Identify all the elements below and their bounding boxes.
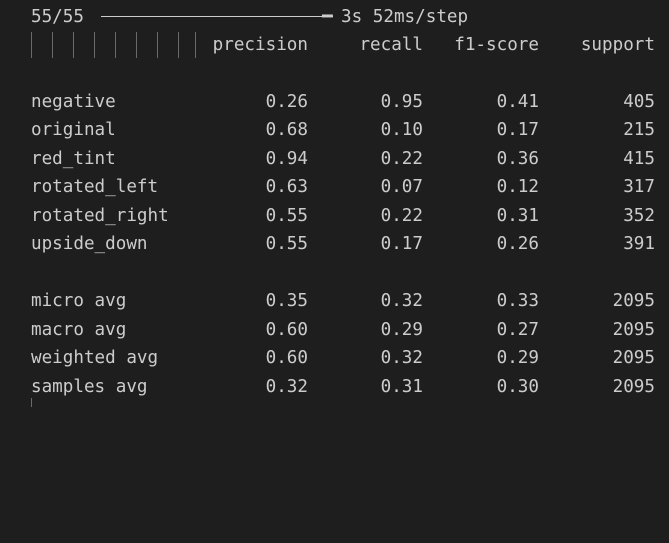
row-f1-score: 0.12 xyxy=(496,177,539,197)
row-support: 415 xyxy=(623,149,655,169)
report-row: rotated_right 0.55 0.22 0.31 352 xyxy=(0,204,669,228)
indent-guide xyxy=(195,32,196,58)
row-precision: 0.35 xyxy=(265,291,308,311)
row-support: 2095 xyxy=(612,348,655,368)
row-recall: 0.17 xyxy=(380,234,423,254)
row-support: 391 xyxy=(623,234,655,254)
report-header-row: precision recall f1-score support xyxy=(0,33,669,57)
row-precision: 0.32 xyxy=(265,377,308,397)
row-recall: 0.22 xyxy=(380,149,423,169)
row-recall: 0.22 xyxy=(380,206,423,226)
report-average-row: micro avg 0.35 0.32 0.33 2095 xyxy=(0,289,669,313)
row-label: rotated_right xyxy=(31,206,169,226)
progress-time: 3s 52ms/step xyxy=(341,7,469,27)
indent-guide xyxy=(52,32,53,58)
row-precision: 0.26 xyxy=(265,92,308,112)
report-average-row: samples avg 0.32 0.31 0.30 2095 xyxy=(0,375,669,399)
terminal-output: 55/55 ━ 3s 52ms/step precision recall f1… xyxy=(0,5,669,407)
row-recall: 0.32 xyxy=(380,291,423,311)
indent-guide xyxy=(136,32,137,58)
row-support: 2095 xyxy=(612,377,655,397)
indent-guide xyxy=(157,32,158,58)
row-support: 215 xyxy=(623,120,655,140)
report-average-row: macro avg 0.60 0.29 0.27 2095 xyxy=(0,318,669,342)
report-average-row: weighted avg 0.60 0.32 0.29 2095 xyxy=(0,346,669,370)
row-support: 2095 xyxy=(612,291,655,311)
row-f1-score: 0.27 xyxy=(496,320,539,340)
indent-guide xyxy=(31,398,32,407)
row-precision: 0.94 xyxy=(265,149,308,169)
report-row: upside_down 0.55 0.17 0.26 391 xyxy=(0,232,669,256)
row-label: upside_down xyxy=(31,234,148,254)
report-row: negative 0.26 0.95 0.41 405 xyxy=(0,90,669,114)
row-f1-score: 0.33 xyxy=(496,291,539,311)
row-recall: 0.32 xyxy=(380,348,423,368)
row-f1-score: 0.17 xyxy=(496,120,539,140)
report-row: rotated_left 0.63 0.07 0.12 317 xyxy=(0,175,669,199)
row-support: 405 xyxy=(623,92,655,112)
row-recall: 0.31 xyxy=(380,377,423,397)
row-support: 2095 xyxy=(612,320,655,340)
indent-guide xyxy=(31,32,32,58)
row-precision: 0.63 xyxy=(265,177,308,197)
progress-bar xyxy=(101,16,333,17)
progress-line: 55/55 ━ 3s 52ms/step xyxy=(0,5,669,29)
report-row: original 0.68 0.10 0.17 215 xyxy=(0,118,669,142)
row-recall: 0.95 xyxy=(380,92,423,112)
row-label: micro avg xyxy=(31,291,127,311)
header-support: support xyxy=(580,35,655,55)
indent-guide xyxy=(73,32,74,58)
progress-bar-head: ━ xyxy=(322,7,333,27)
row-f1-score: 0.26 xyxy=(496,234,539,254)
row-f1-score: 0.41 xyxy=(496,92,539,112)
row-support: 317 xyxy=(623,177,655,197)
row-label: weighted avg xyxy=(31,348,159,368)
indent-guide xyxy=(94,32,95,58)
row-precision: 0.55 xyxy=(265,206,308,226)
indent-guide xyxy=(178,32,179,58)
row-label: samples avg xyxy=(31,377,148,397)
row-f1-score: 0.30 xyxy=(496,377,539,397)
indent-guide xyxy=(115,32,116,58)
header-f1-score: f1-score xyxy=(454,35,539,55)
row-label: negative xyxy=(31,92,116,112)
row-precision: 0.60 xyxy=(265,348,308,368)
row-precision: 0.60 xyxy=(265,320,308,340)
row-recall: 0.10 xyxy=(380,120,423,140)
header-recall: recall xyxy=(359,35,423,55)
row-precision: 0.55 xyxy=(265,234,308,254)
progress-count: 55/55 xyxy=(31,7,84,27)
row-precision: 0.68 xyxy=(265,120,308,140)
header-precision: precision xyxy=(212,35,308,55)
report-row: red_tint 0.94 0.22 0.36 415 xyxy=(0,147,669,171)
row-recall: 0.29 xyxy=(380,320,423,340)
row-recall: 0.07 xyxy=(380,177,423,197)
row-label: original xyxy=(31,120,116,140)
row-label: rotated_left xyxy=(31,177,159,197)
row-label: macro avg xyxy=(31,320,127,340)
row-f1-score: 0.31 xyxy=(496,206,539,226)
row-support: 352 xyxy=(623,206,655,226)
row-f1-score: 0.36 xyxy=(496,149,539,169)
row-f1-score: 0.29 xyxy=(496,348,539,368)
row-label: red_tint xyxy=(31,149,116,169)
